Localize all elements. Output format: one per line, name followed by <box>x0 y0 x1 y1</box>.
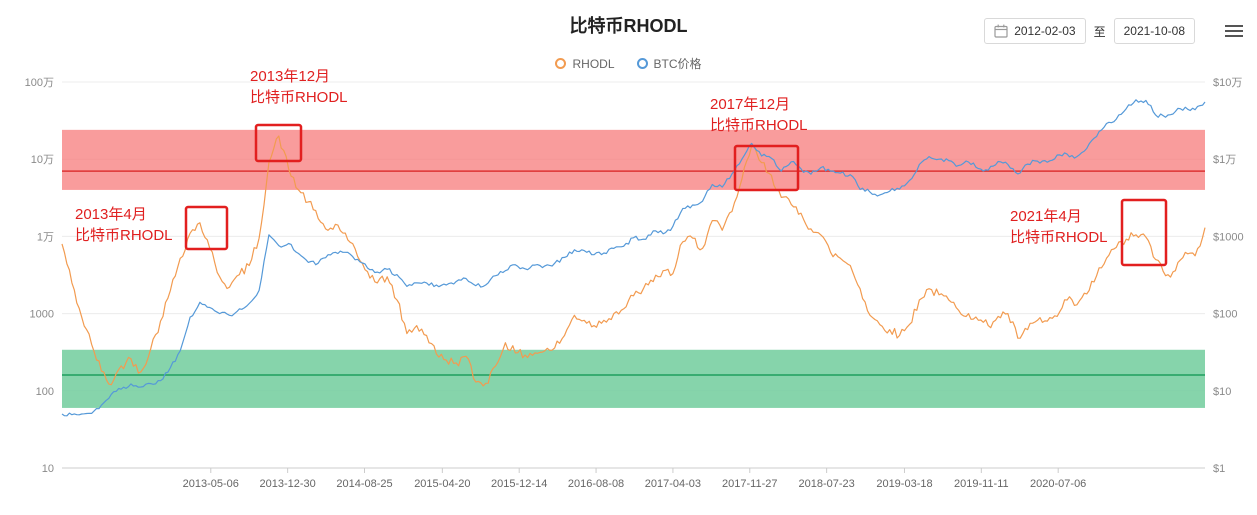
annotation-box <box>184 205 229 251</box>
annotation-box <box>1120 198 1168 267</box>
x-axis-label: 2015-12-14 <box>491 478 547 490</box>
y-axis-left-label: 1000 <box>30 309 54 321</box>
x-axis-label: 2018-07-23 <box>798 478 854 490</box>
x-axis-label: 2013-12-30 <box>260 478 316 490</box>
date-range-controls: 2012-02-03 至 2021-10-08 <box>984 18 1245 44</box>
annotation-text-line: 比特币RHODL <box>75 227 173 244</box>
x-axis-label: 2017-04-03 <box>645 478 701 490</box>
date-range-separator: 至 <box>1093 24 1106 39</box>
x-axis-label: 2013-05-06 <box>183 478 239 490</box>
y-axis-left-label: 100万 <box>25 77 54 89</box>
date-to-input[interactable]: 2021-10-08 <box>1113 18 1195 44</box>
y-axis-left-label: 1万 <box>37 231 54 243</box>
chart-legend: RHODL BTC价格 <box>0 55 1257 72</box>
annotation-text-line: 2021年4月 <box>1010 208 1082 225</box>
annotation-text-line: 2013年4月 <box>75 206 147 223</box>
annotation-2013-apr: 2013年4月 比特币RHODL <box>75 204 173 246</box>
chart-menu-button[interactable] <box>1223 19 1245 43</box>
rhodl-line <box>61 135 1206 387</box>
y-axis-left-label: 100 <box>36 386 54 398</box>
y-axis-left-label: 10 <box>42 463 54 475</box>
annotation-box <box>254 123 303 163</box>
x-axis-label: 2020-07-06 <box>1030 478 1086 490</box>
date-from-value: 2012-02-03 <box>1014 24 1076 38</box>
legend-item-btc-price[interactable]: BTC价格 <box>636 55 702 72</box>
x-axis-label: 2016-08-08 <box>568 478 624 490</box>
date-from-input[interactable]: 2012-02-03 <box>984 18 1086 44</box>
x-axis-label: 2019-11-11 <box>954 478 1009 490</box>
y-axis-right-label: $1万 <box>1213 154 1236 166</box>
legend-label: RHODL <box>572 56 615 71</box>
overvalued-band <box>62 129 1205 190</box>
annotation-text-line: 2013年12月 <box>250 68 331 85</box>
annotation-2017-dec: 2017年12月 比特币RHODL <box>710 94 808 136</box>
btc-price-line <box>61 99 1206 417</box>
annotation-text-line: 比特币RHODL <box>1010 229 1108 246</box>
page-title: 比特币RHODL <box>569 16 688 36</box>
annotation-2021-apr: 2021年4月 比特币RHODL <box>1010 206 1108 248</box>
rhodl-marker-icon <box>555 58 567 69</box>
x-axis-label: 2017-11-27 <box>722 478 777 490</box>
y-axis-left-label: 10万 <box>31 154 54 166</box>
annotation-text-line: 比特币RHODL <box>250 89 348 106</box>
undervalued-band <box>62 349 1205 408</box>
hamburger-icon <box>1225 25 1243 27</box>
y-axis-right-label: $10 <box>1213 386 1231 398</box>
y-axis-right-label: $10万 <box>1213 77 1242 89</box>
calendar-icon <box>994 24 1008 38</box>
annotation-box <box>733 144 800 192</box>
y-axis-right-label: $1000 <box>1213 231 1244 243</box>
x-axis-label: 2014-08-25 <box>336 478 392 490</box>
btc-price-marker-icon <box>636 58 648 69</box>
x-axis-label: 2019-03-18 <box>876 478 932 490</box>
legend-item-rhodl[interactable]: RHODL <box>555 55 615 72</box>
y-axis-right-label: $100 <box>1213 309 1237 321</box>
date-to-value: 2021-10-08 <box>1123 24 1185 38</box>
legend-label: BTC价格 <box>653 57 702 71</box>
x-axis-label: 2015-04-20 <box>414 478 470 490</box>
annotation-text-line: 比特币RHODL <box>710 117 808 134</box>
annotation-text-line: 2017年12月 <box>710 96 791 113</box>
annotation-2013-dec: 2013年12月 比特币RHODL <box>250 66 348 108</box>
y-axis-right-label: $1 <box>1213 463 1225 475</box>
